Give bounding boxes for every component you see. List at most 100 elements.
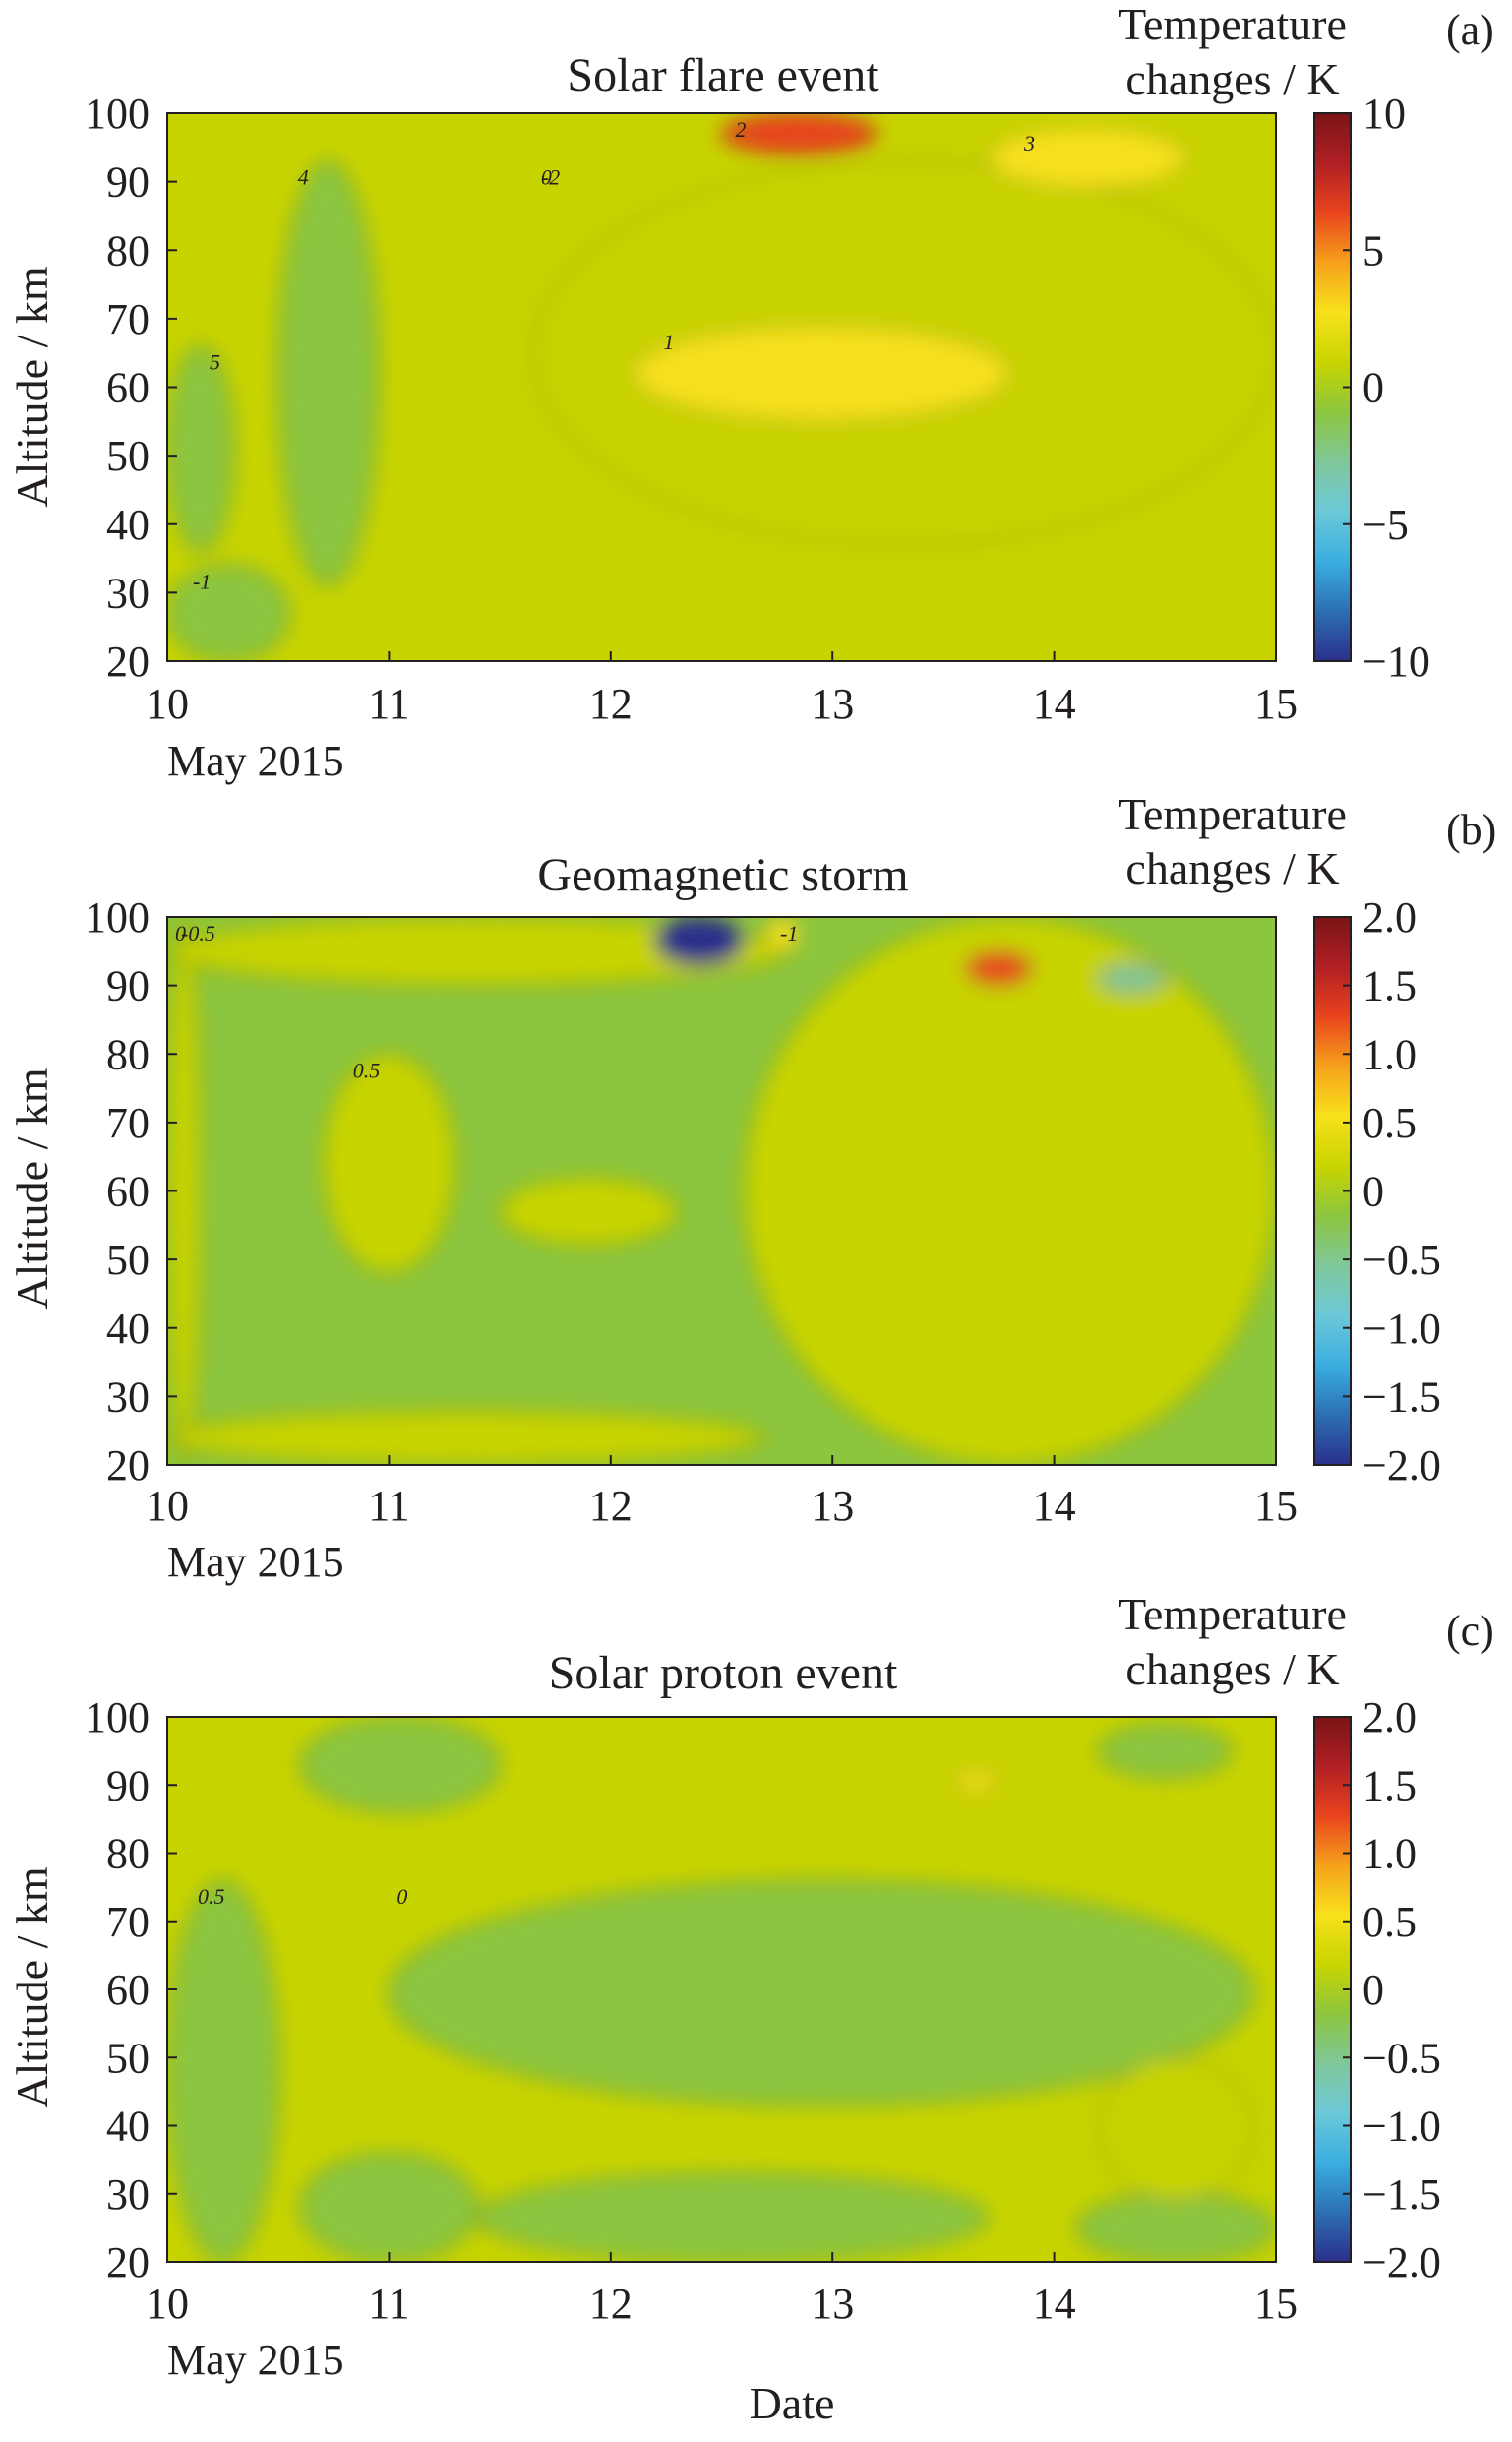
colorbar-title-c-line1: Temperature (1119, 1589, 1347, 1639)
x-month-label-b: May 2015 (167, 1538, 344, 1586)
contour-region (167, 917, 789, 987)
colorbar-tick-label: 0 (1362, 1168, 1384, 1216)
colorbar-tick-label: 1.5 (1362, 1761, 1417, 1809)
y-axis-label-b: Altitude / km (7, 1068, 57, 1310)
y-tick-label: 70 (106, 1099, 150, 1147)
contour-region (964, 950, 1033, 987)
colorbar-tick-label: −2.0 (1362, 1441, 1441, 1490)
y-tick-label: 40 (106, 2103, 150, 2151)
y-tick-label: 90 (106, 962, 150, 1010)
contour-label: -0.5 (181, 921, 215, 946)
panel-a: (a) Solar flare event Temperature change… (7, 0, 1494, 785)
colorbar-tick-label: 2.0 (1362, 1693, 1417, 1741)
colorbar-tick-label: 0 (1362, 1966, 1384, 2014)
contour-region (476, 2172, 989, 2262)
colorbar-tick-label: 1.0 (1362, 1830, 1417, 1878)
y-axis-label-c: Altitude / km (7, 1866, 57, 2108)
colorbar-tick-label: 0 (1362, 364, 1384, 412)
y-tick-label: 90 (106, 1761, 150, 1809)
colorbar-tick-label: 5 (1362, 226, 1384, 275)
contour-label: -1 (193, 570, 211, 594)
contour-region (167, 345, 235, 553)
x-tick-label: 13 (811, 1482, 854, 1530)
colorbar-tick-label: −2.0 (1362, 2238, 1441, 2287)
chart-title-b: Geomagnetic storm (537, 849, 908, 901)
chart-title-a: Solar flare event (567, 49, 879, 101)
colorbar-tick-label: −0.5 (1362, 2034, 1441, 2082)
panel-b: (b) Geomagnetic storm Temperature change… (7, 789, 1496, 1586)
y-tick-label: 60 (106, 1966, 150, 2014)
panel-label-c: (c) (1446, 1607, 1494, 1655)
colorbar-tick-label: 0.5 (1362, 1099, 1417, 1147)
y-tick-label: 20 (106, 1441, 150, 1490)
colorbar-tick-label: 2.0 (1362, 893, 1417, 942)
colorbar-title-a-line1: Temperature (1119, 0, 1347, 49)
x-axis-label: Date (750, 2378, 835, 2428)
y-tick-label: 30 (106, 2170, 150, 2219)
panel-c: (c) Solar proton event Temperature chang… (7, 1589, 1494, 2428)
x-tick-label: 15 (1254, 680, 1298, 728)
contour-label: 5 (210, 350, 220, 375)
y-tick-label: 40 (106, 1305, 150, 1353)
contour-region (167, 1409, 767, 1465)
colorbar-tick-label: −0.5 (1362, 1236, 1441, 1284)
colorbar-tick-label: −10 (1362, 638, 1430, 686)
colorbar-tick-label: −1.0 (1362, 1305, 1441, 1353)
y-tick-label: 80 (106, 1830, 150, 1878)
contour-label: 3 (1023, 131, 1035, 155)
contour-region (299, 1717, 501, 1813)
x-tick-label: 10 (146, 2280, 189, 2328)
y-tick-label: 40 (106, 501, 150, 549)
x-tick-label: 12 (589, 680, 633, 728)
panel-label-a: (a) (1446, 6, 1494, 54)
contour-label: -1 (780, 921, 798, 946)
x-tick-label: 12 (589, 1482, 633, 1530)
y-tick-label: 50 (106, 2034, 150, 2082)
colorbar-title-a-line2: changes / K (1125, 54, 1339, 104)
y-tick-label: 50 (106, 432, 150, 480)
y-tick-label: 20 (106, 638, 150, 686)
colorbar-tick-label: −1.5 (1362, 2170, 1441, 2219)
colorbar-tick-label: 0.5 (1362, 1898, 1417, 1946)
contour-label: 0.5 (198, 1884, 225, 1909)
contour-label: 0 (175, 921, 186, 946)
x-tick-label: 11 (368, 2280, 409, 2328)
panel-label-b: (b) (1446, 806, 1496, 854)
colorbar-tick-label: 1.5 (1362, 962, 1417, 1010)
x-tick-label: 13 (811, 2280, 854, 2328)
contour-region (764, 917, 801, 952)
contour-region (953, 1770, 1000, 1793)
x-tick-label: 14 (1033, 1482, 1076, 1530)
y-tick-label: 30 (106, 569, 150, 617)
y-tick-label: 60 (106, 364, 150, 412)
x-tick-label: 12 (589, 2280, 633, 2328)
x-tick-label: 14 (1033, 680, 1076, 728)
colorbar-tick-label: −5 (1362, 501, 1409, 549)
y-tick-label: 80 (106, 226, 150, 275)
contour-region (499, 1176, 679, 1247)
contour-region (167, 564, 290, 661)
contour-label: 2 (736, 117, 747, 142)
contour-region (276, 159, 379, 587)
x-tick-label: 15 (1254, 1482, 1298, 1530)
x-tick-label: 11 (368, 680, 409, 728)
y-tick-label: 70 (106, 295, 150, 343)
colorbar-tick-label: 10 (1362, 90, 1406, 138)
contour-label: 0 (396, 1884, 407, 1909)
contour-label: 1 (663, 330, 674, 354)
y-tick-label: 50 (106, 1236, 150, 1284)
contour-region (167, 1879, 279, 2262)
x-tick-label: 10 (146, 1482, 189, 1530)
x-tick-label: 15 (1254, 2280, 1298, 2328)
colorbar-tick-label: −1.0 (1362, 2103, 1441, 2151)
x-tick-label: 13 (811, 680, 854, 728)
contour-label: 4 (298, 165, 309, 190)
contour-region (743, 917, 1276, 1465)
contour-region (987, 126, 1188, 190)
colorbar-title-c-line2: changes / K (1125, 1644, 1339, 1694)
y-tick-label: 60 (106, 1168, 150, 1216)
contour-region (632, 325, 1011, 423)
